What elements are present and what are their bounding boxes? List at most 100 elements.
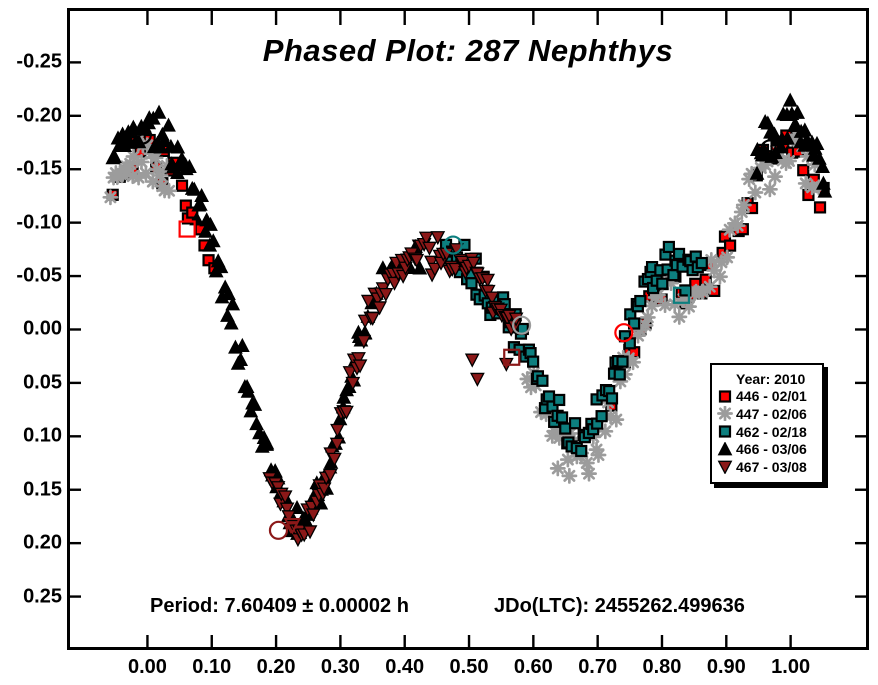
data-point-446	[723, 239, 737, 252]
data-point-447	[735, 197, 752, 213]
x-tick-label: 0.40	[385, 656, 425, 678]
data-point-462	[553, 393, 566, 407]
data-point-466	[797, 122, 813, 137]
data-point-467	[464, 353, 480, 368]
data-point-467	[422, 241, 437, 256]
data-point-467	[339, 405, 354, 420]
data-point-467	[351, 352, 366, 367]
data-point-447	[712, 268, 728, 285]
data-point-467	[345, 376, 361, 391]
data-point-462	[605, 392, 619, 405]
data-point-447	[561, 467, 578, 484]
data-point-466	[203, 216, 218, 231]
data-point-466	[259, 435, 275, 450]
open-marker	[268, 520, 289, 540]
data-point-466	[192, 196, 208, 211]
plot-canvas	[70, 11, 866, 647]
data-point-447	[549, 460, 566, 477]
legend-title: Year: 2010	[736, 370, 806, 387]
data-point-467	[484, 291, 500, 306]
data-point-447	[152, 167, 169, 184]
data-point-462	[555, 411, 569, 424]
data-point-462	[627, 317, 641, 330]
data-point-467	[372, 301, 387, 316]
open-marker	[672, 286, 691, 304]
data-point-447	[608, 411, 625, 428]
y-tick-label: -0.20	[16, 104, 62, 127]
data-point-447	[161, 182, 178, 199]
data-point-446	[179, 199, 192, 212]
data-point-467	[365, 311, 381, 326]
data-point-462	[568, 417, 582, 430]
data-point-466	[249, 416, 264, 431]
data-point-467	[356, 334, 372, 349]
open-marker	[132, 125, 152, 145]
open-marker	[614, 323, 634, 343]
y-tick-label: 0.00	[23, 317, 62, 340]
asterisk-icon	[717, 406, 733, 422]
legend-item-label: 446 - 02/01	[736, 388, 807, 405]
y-tick-label: 0.25	[23, 585, 62, 608]
data-point-467	[378, 287, 394, 303]
data-point-466	[107, 149, 122, 164]
data-point-467	[466, 256, 481, 271]
data-point-447	[747, 184, 764, 201]
data-point-467	[430, 231, 446, 246]
data-point-447	[581, 465, 597, 482]
data-point-446	[813, 201, 827, 214]
data-point-467	[330, 423, 345, 438]
data-point-462	[527, 355, 540, 368]
open-marker	[443, 235, 463, 255]
data-point-466	[205, 233, 221, 248]
data-point-467	[302, 525, 318, 540]
plot-title: Phased Plot: 287 Nephthys	[262, 33, 674, 68]
data-point-467	[387, 276, 402, 291]
data-point-466	[809, 135, 825, 150]
data-point-467	[427, 262, 443, 277]
data-point-466	[234, 337, 250, 352]
data-point-466	[161, 117, 176, 132]
data-point-447	[767, 168, 783, 185]
legend-item-label: 467 - 03/08	[736, 458, 807, 475]
data-point-466	[336, 389, 352, 404]
data-point-462	[465, 277, 478, 290]
data-point-462	[613, 368, 626, 381]
period-annotation: Period: 7.60409 ± 0.00002 h	[150, 595, 409, 617]
data-point-467	[439, 247, 454, 262]
x-tick-label: 1.00	[771, 656, 811, 678]
y-tick-label: 0.20	[23, 531, 62, 554]
data-point-447	[701, 278, 718, 295]
legend-item-462: 462 - 02/18	[716, 423, 818, 441]
data-point-467	[277, 490, 293, 505]
data-point-446	[175, 179, 189, 192]
data-point-447	[625, 354, 641, 371]
triangle-down-icon	[717, 460, 733, 475]
plot-area: Phased Plot: 287 Nephthys Period: 7.6040…	[67, 8, 869, 650]
data-point-467	[322, 468, 338, 483]
data-point-467	[352, 359, 368, 374]
data-point-466	[182, 158, 197, 173]
data-point-466	[790, 104, 805, 119]
data-point-466	[815, 158, 830, 174]
data-point-467	[327, 452, 342, 467]
data-point-466	[782, 92, 798, 107]
data-point-462	[695, 256, 708, 270]
open-marker	[503, 348, 521, 366]
open-marker	[283, 517, 301, 535]
data-point-462	[656, 277, 669, 290]
data-point-462	[536, 374, 549, 387]
open-marker	[178, 220, 196, 238]
data-point-467	[316, 482, 332, 497]
data-point-447	[102, 189, 119, 206]
data-point-447	[578, 455, 595, 471]
legend-item-446: 446 - 02/01	[716, 388, 818, 406]
data-point-447	[590, 447, 607, 463]
square-icon	[718, 425, 732, 438]
y-tick-label: 0.15	[23, 478, 62, 501]
data-point-466	[194, 187, 210, 202]
data-point-447	[781, 152, 797, 169]
data-point-466	[247, 396, 263, 411]
y-tick-label: -0.25	[16, 50, 62, 73]
open-marker	[511, 315, 532, 335]
